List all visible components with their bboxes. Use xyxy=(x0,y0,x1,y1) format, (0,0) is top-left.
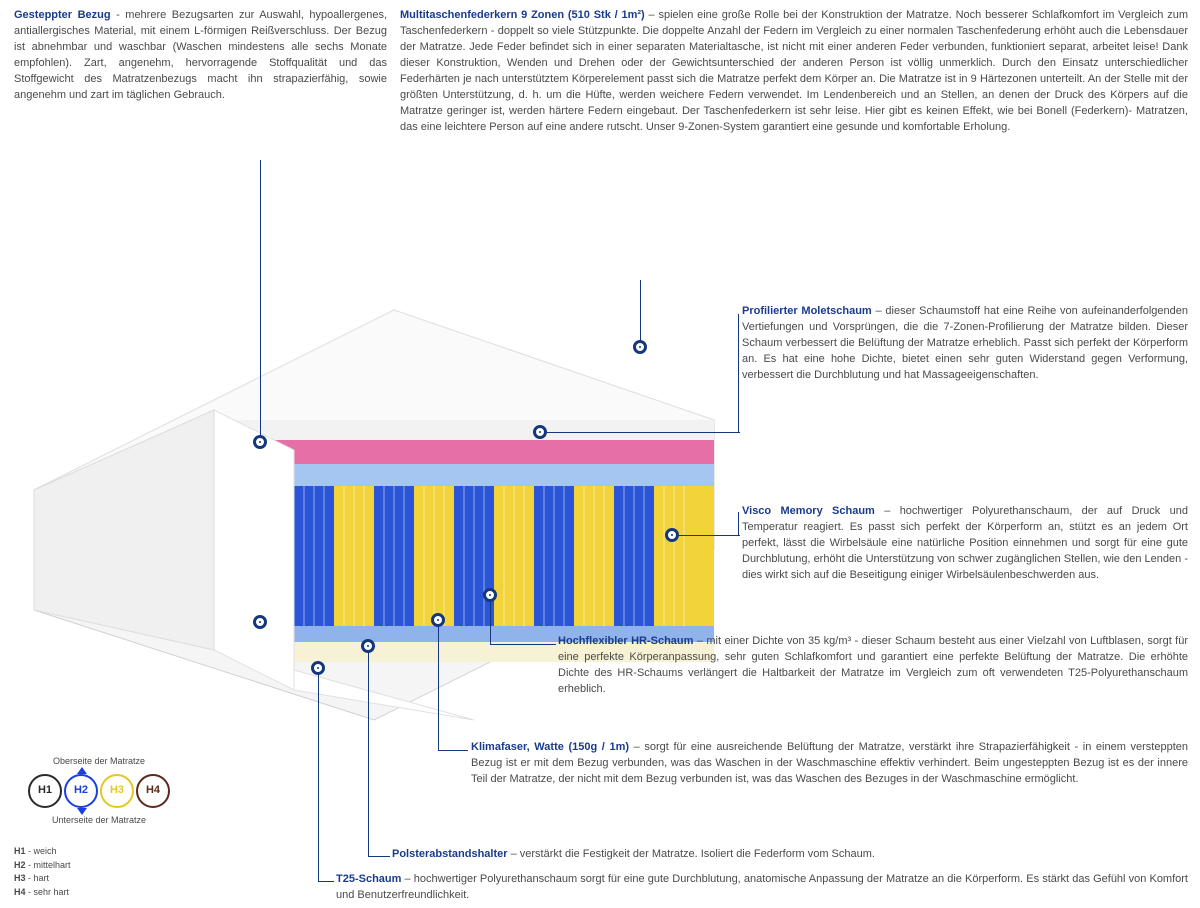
polster-body: verstärkt die Festigkeit der Matratze. I… xyxy=(520,848,875,860)
arrow-up-icon xyxy=(77,767,87,774)
dot-klimaside xyxy=(253,615,267,629)
legend-top-label: Oberseite der Matratze xyxy=(14,755,184,768)
cover-text-block: Gesteppter Bezug - mehrere Bezugsarten z… xyxy=(14,8,387,104)
connector-visco-v xyxy=(738,512,739,536)
legend-h3-row: H3 - hart xyxy=(14,872,144,886)
springs-sep: – xyxy=(645,9,659,21)
connector-t25-v xyxy=(318,668,319,882)
cover-title: Gesteppter Bezug xyxy=(14,9,111,21)
dot-springs xyxy=(633,340,647,354)
legend-h3: H3 xyxy=(110,783,124,799)
klima-sep: – xyxy=(629,741,644,753)
legend-h4: H4 xyxy=(146,783,160,799)
connector-hr-h xyxy=(490,644,556,645)
connector-polster-h xyxy=(368,856,390,857)
molet-sep: – xyxy=(872,305,886,317)
visco-text-block: Visco Memory Schaum – hochwertiger Polyu… xyxy=(742,504,1188,584)
t25-text-block: T25-Schaum – hochwertiger Polyurethansch… xyxy=(336,872,1188,904)
t25-sep: – xyxy=(401,873,413,885)
klima-title: Klimafaser, Watte (150g / 1m) xyxy=(471,741,629,753)
visco-sep: – xyxy=(875,505,900,517)
dot-hr xyxy=(483,588,497,602)
legend-h1: H1 xyxy=(38,783,52,799)
legend-h2: H2 xyxy=(74,783,88,799)
visco-title: Visco Memory Schaum xyxy=(742,505,875,517)
polster-title: Polsterabstandshalter xyxy=(392,848,508,860)
t25-title: T25-Schaum xyxy=(336,873,401,885)
legend-h4-row: H4 - sehr hart xyxy=(14,886,144,900)
dot-visco xyxy=(665,528,679,542)
cover-sep: - xyxy=(111,9,126,21)
legend-h2-circle: H2 xyxy=(64,774,98,808)
legend-h1-circle: H1 xyxy=(28,774,62,808)
legend-bottom-label: Unterseite der Matratze xyxy=(14,814,184,827)
dot-klima xyxy=(431,613,445,627)
klima-text-block: Klimafaser, Watte (150g / 1m) – sorgt fü… xyxy=(471,740,1188,788)
firmness-legend: Oberseite der Matratze H1 H2 H3 H4 Unter… xyxy=(14,755,184,827)
polster-sep: – xyxy=(508,848,520,860)
cover-body: mehrere Bezugsarten zur Auswahl, hypoall… xyxy=(14,9,387,101)
connector-hr-v xyxy=(490,595,491,645)
connector-klima-v xyxy=(438,620,439,751)
legend-h3-circle: H3 xyxy=(100,774,134,808)
legend-h2-row: H2 - mittelhart xyxy=(14,859,144,873)
connector-t25-h xyxy=(318,881,334,882)
springs-title: Multitaschenfederkern 9 Zonen (510 Stk /… xyxy=(400,9,645,21)
polster-text-block: Polsterabstandshalter – verstärkt die Fe… xyxy=(392,847,1188,863)
springs-body: spielen eine große Rolle bei der Konstru… xyxy=(400,9,1188,133)
dot-t25 xyxy=(311,661,325,675)
connector-molet-v xyxy=(738,314,739,433)
legend-h1-row: H1 - weich xyxy=(14,845,144,859)
dot-cover xyxy=(253,435,267,449)
dot-molet xyxy=(533,425,547,439)
arrow-down-icon xyxy=(77,808,87,815)
hr-text-block: Hochflexibler HR-Schaum – mit einer Dich… xyxy=(558,634,1188,698)
molet-text-block: Profilierter Moletschaum – dieser Schaum… xyxy=(742,304,1188,384)
connector-visco-h xyxy=(672,535,740,536)
connector-molet-h xyxy=(540,432,740,433)
hr-title: Hochflexibler HR-Schaum xyxy=(558,635,693,647)
springs-text-block: Multitaschenfederkern 9 Zonen (510 Stk /… xyxy=(400,8,1188,136)
connector-klima-h xyxy=(438,750,468,751)
molet-title: Profilierter Moletschaum xyxy=(742,305,872,317)
connector-polster-v xyxy=(368,646,369,857)
legend-h4-circle: H4 xyxy=(136,774,170,808)
hr-sep: – xyxy=(693,635,706,647)
firmness-list: H1 - weich H2 - mittelhart H3 - hart H4 … xyxy=(14,845,144,899)
legend-circles: H1 H2 H3 H4 xyxy=(14,774,184,808)
connector-cover xyxy=(260,160,261,440)
t25-body: hochwertiger Polyurethanschaum sorgt für… xyxy=(336,873,1188,901)
dot-polster xyxy=(361,639,375,653)
